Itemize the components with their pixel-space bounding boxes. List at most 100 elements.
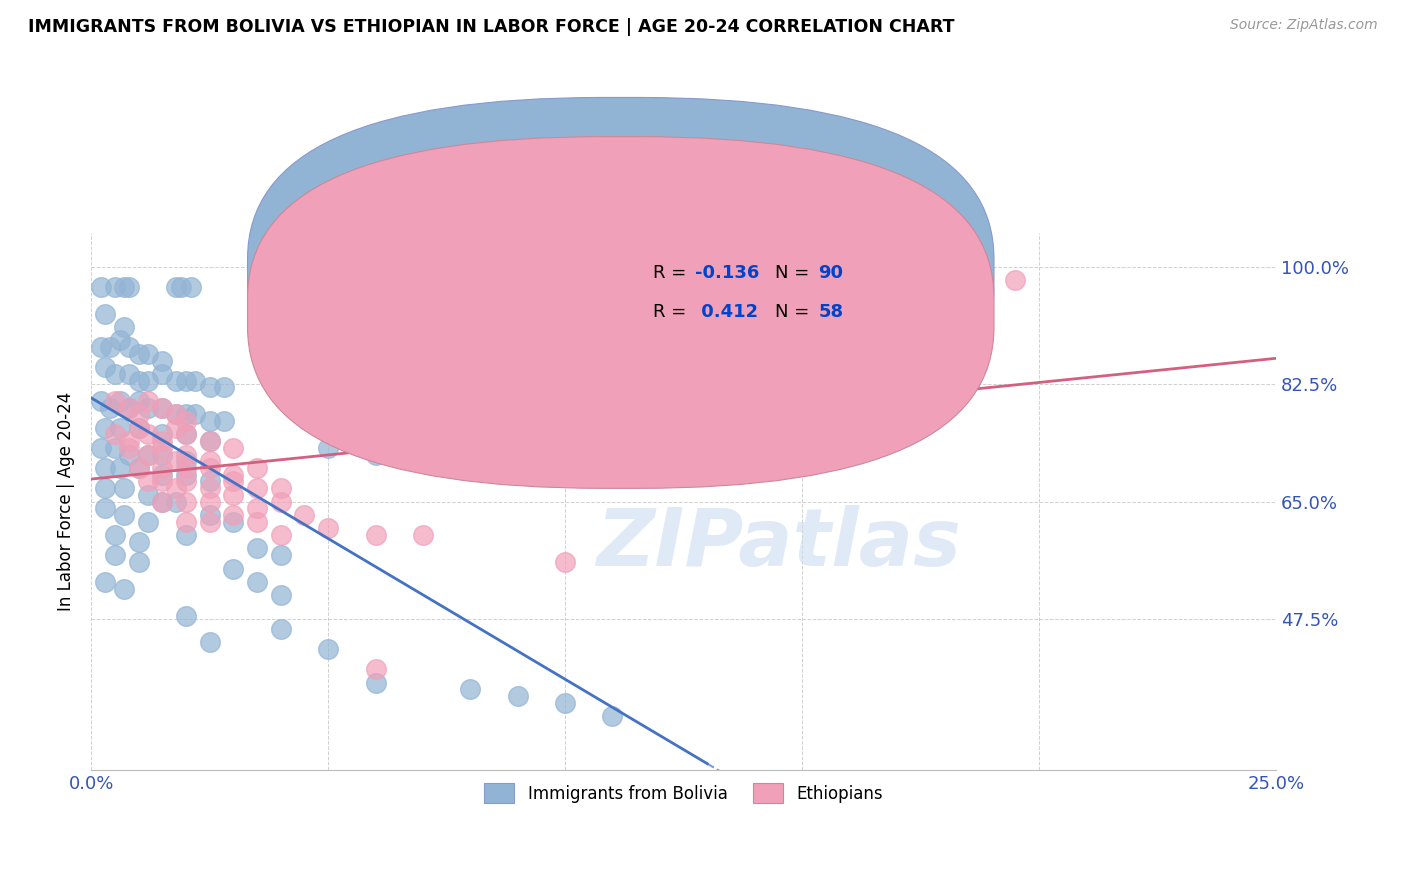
Point xyxy=(104,367,127,381)
Point xyxy=(602,709,624,723)
Point xyxy=(150,367,173,381)
Point xyxy=(94,481,117,495)
Point xyxy=(128,534,150,549)
Point xyxy=(136,488,159,502)
Point xyxy=(104,279,127,293)
Point xyxy=(554,367,576,381)
Point xyxy=(150,494,173,508)
Point xyxy=(412,374,434,388)
Point xyxy=(198,475,221,489)
Point xyxy=(104,427,127,442)
Point xyxy=(246,501,269,516)
Point xyxy=(506,689,529,703)
Text: R =: R = xyxy=(652,303,692,321)
Point xyxy=(118,340,141,354)
Point xyxy=(222,488,245,502)
Point xyxy=(294,508,316,522)
Point xyxy=(270,528,292,542)
Point xyxy=(98,401,121,415)
Point xyxy=(136,448,159,462)
Point xyxy=(222,475,245,489)
Point xyxy=(316,441,339,455)
Point xyxy=(166,454,188,468)
Point xyxy=(198,481,221,495)
Point xyxy=(118,401,141,415)
Point xyxy=(104,441,127,455)
Point xyxy=(94,420,117,434)
Point xyxy=(174,475,197,489)
Point xyxy=(270,481,292,495)
Point xyxy=(174,528,197,542)
Point xyxy=(170,279,193,293)
Point xyxy=(222,561,245,575)
Point xyxy=(174,608,197,623)
Text: 58: 58 xyxy=(818,303,844,321)
Point xyxy=(198,515,221,529)
Point xyxy=(174,494,197,508)
Point xyxy=(166,494,188,508)
Point xyxy=(316,642,339,657)
Point xyxy=(104,548,127,562)
Text: 0.412: 0.412 xyxy=(696,303,758,321)
Legend: Immigrants from Bolivia, Ethiopians: Immigrants from Bolivia, Ethiopians xyxy=(478,776,890,810)
Point xyxy=(364,528,387,542)
Point xyxy=(150,401,173,415)
Point xyxy=(270,589,292,603)
Point xyxy=(94,575,117,590)
Point xyxy=(246,481,269,495)
Point xyxy=(94,307,117,321)
Point xyxy=(136,515,159,529)
Point xyxy=(602,360,624,375)
Point xyxy=(128,461,150,475)
Point xyxy=(174,461,197,475)
Point xyxy=(174,454,197,468)
Point xyxy=(108,334,131,348)
Point xyxy=(90,340,112,354)
Point xyxy=(112,582,135,596)
Point xyxy=(696,353,718,368)
Point xyxy=(150,441,173,455)
Point xyxy=(94,360,117,375)
Point xyxy=(174,407,197,421)
Point xyxy=(166,481,188,495)
Point xyxy=(174,467,197,482)
Point xyxy=(198,508,221,522)
Point xyxy=(104,528,127,542)
Point xyxy=(1004,273,1026,287)
Point xyxy=(136,401,159,415)
Point xyxy=(112,320,135,334)
Point xyxy=(128,461,150,475)
Point xyxy=(198,494,221,508)
Point xyxy=(118,448,141,462)
Point xyxy=(458,374,481,388)
Point xyxy=(246,461,269,475)
Text: Source: ZipAtlas.com: Source: ZipAtlas.com xyxy=(1230,18,1378,32)
Point xyxy=(174,427,197,442)
Point xyxy=(136,393,159,408)
Point xyxy=(118,401,141,415)
Point xyxy=(118,279,141,293)
Point xyxy=(270,494,292,508)
Point xyxy=(198,461,221,475)
Point xyxy=(128,407,150,421)
Point xyxy=(364,675,387,690)
Point xyxy=(150,353,173,368)
Point xyxy=(174,374,197,388)
Point xyxy=(128,555,150,569)
Point xyxy=(174,414,197,428)
Y-axis label: In Labor Force | Age 20-24: In Labor Force | Age 20-24 xyxy=(58,392,75,611)
Point xyxy=(198,434,221,449)
Point xyxy=(90,393,112,408)
Point xyxy=(136,427,159,442)
Point xyxy=(118,441,141,455)
Point xyxy=(150,448,173,462)
Point xyxy=(166,407,188,421)
Point xyxy=(136,374,159,388)
Point xyxy=(198,434,221,449)
Point xyxy=(222,515,245,529)
Point xyxy=(166,420,188,434)
Text: ZIPatlas: ZIPatlas xyxy=(596,506,960,583)
Point xyxy=(270,548,292,562)
Point xyxy=(112,481,135,495)
Point xyxy=(554,555,576,569)
